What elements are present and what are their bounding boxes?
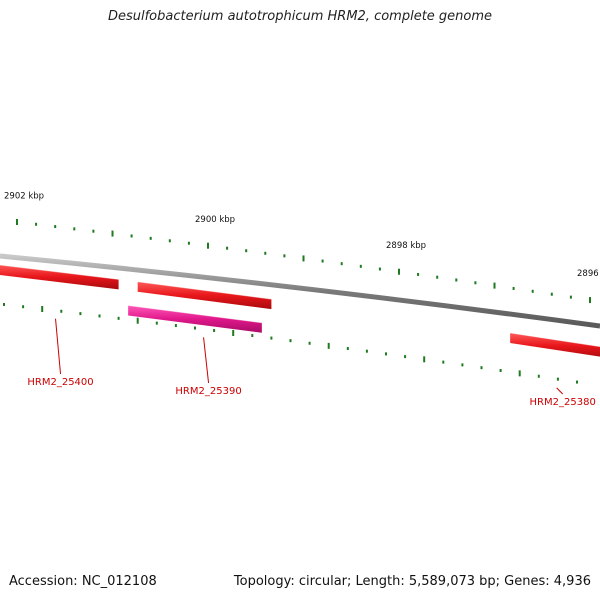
gene-arrow-highlight — [510, 332, 600, 348]
tick-marks-outer — [16, 218, 591, 304]
gene-features — [0, 264, 600, 359]
gene-arrow-highlight — [0, 264, 119, 280]
accession-text: Accession: NC_012108 — [9, 574, 157, 589]
gene-label-leader — [203, 337, 210, 384]
kbp-label: 2896 kbp — [577, 269, 600, 279]
gene-label-leader — [55, 318, 62, 375]
gene-label-leader — [556, 387, 564, 395]
gene-arrow[interactable] — [510, 332, 600, 359]
diagram-title: Desulfobacterium autotrophicum HRM2, com… — [107, 9, 493, 24]
gene-labels: HRM2_25410HRM2_25400HRM2_25390HRM2_25380… — [27, 318, 600, 416]
gene-label[interactable]: HRM2_25390 — [175, 386, 241, 397]
genome-backbone — [0, 253, 600, 329]
gene-arrow[interactable] — [137, 281, 272, 310]
gene-label[interactable]: HRM2_25400 — [27, 377, 93, 388]
gene-arrow[interactable] — [0, 264, 119, 290]
gene-arrow-highlight — [128, 305, 262, 324]
tick-marks-inner — [3, 302, 578, 384]
kbp-label: 2900 kbp — [195, 215, 235, 225]
kbp-label: 2902 kbp — [4, 191, 44, 201]
gene-arrow[interactable] — [128, 305, 262, 333]
gene-label[interactable]: HRM2_25380 — [530, 397, 596, 408]
kbp-label: 2898 kbp — [386, 241, 426, 251]
genome-summary-text: Topology: circular; Length: 5,589,073 bp… — [233, 574, 591, 589]
gene-arrow-highlight — [137, 281, 272, 300]
